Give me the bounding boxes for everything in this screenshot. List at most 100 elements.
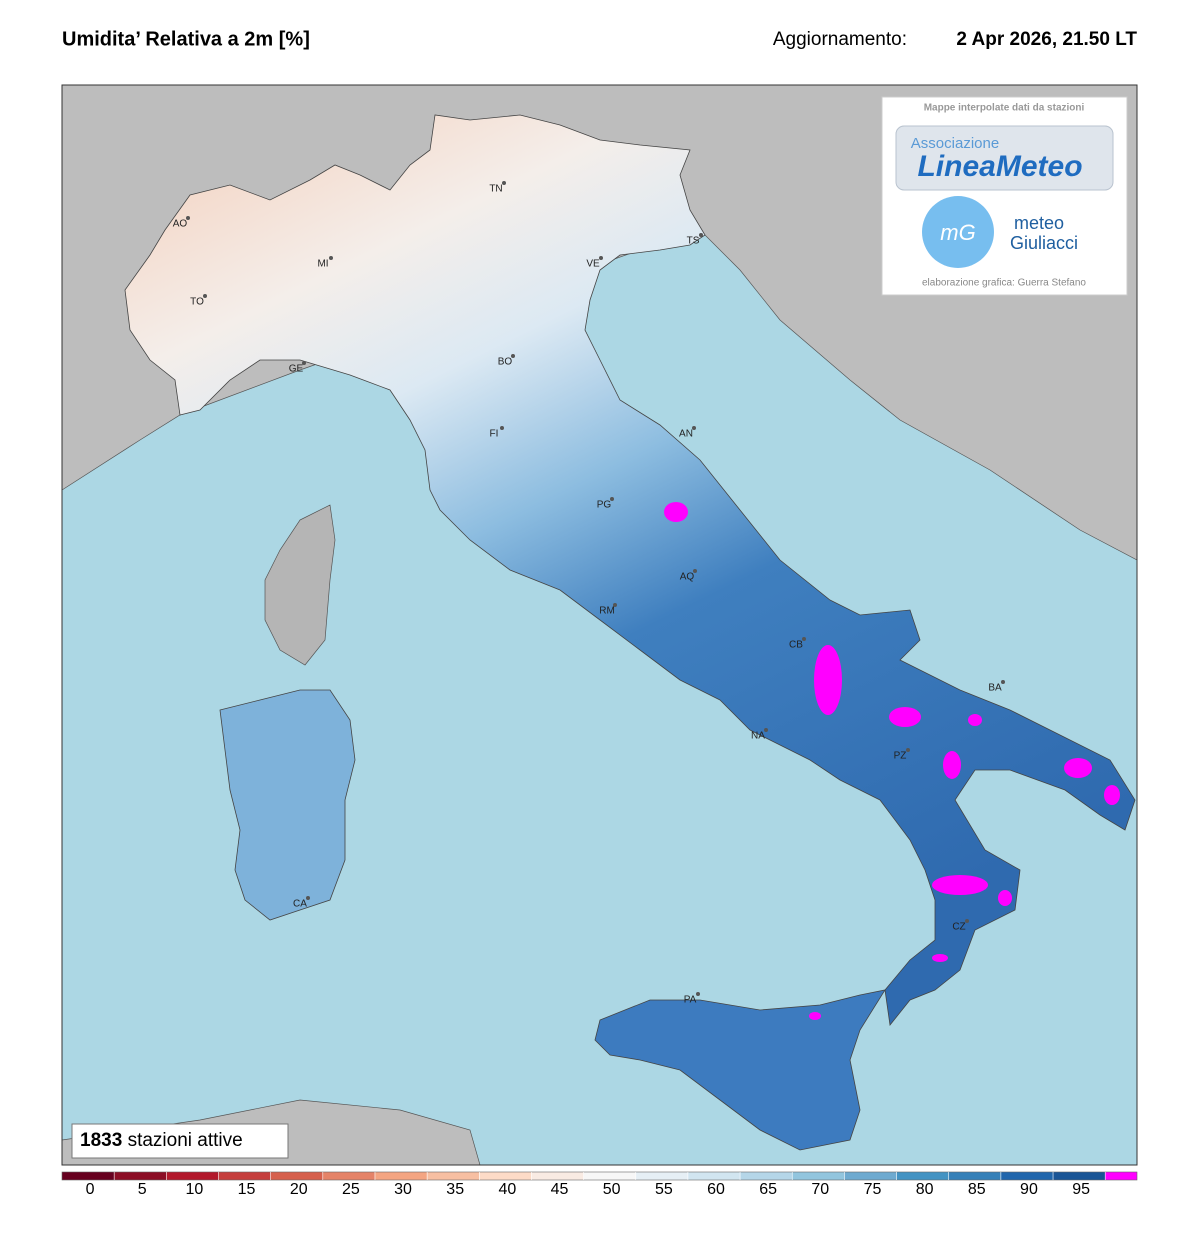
colorbar-tick-label: 80	[916, 1181, 934, 1198]
colorbar-segment	[166, 1172, 219, 1180]
stations-text: 1833 stazioni attive	[80, 1130, 243, 1151]
stations-box	[71, 1123, 289, 1159]
map: AO TO MI GE TN VE TS BO FI AN PG AQ RM CB BA NA PZ CZ PA CA…	[62, 85, 1137, 1165]
city-dot	[511, 354, 515, 358]
sicily	[594, 989, 886, 1151]
colorbar-tick-label: 55	[655, 1181, 673, 1198]
saturation-areas	[664, 502, 1120, 1020]
logo-brand: LineaMeteo	[917, 150, 1082, 183]
colorbar-segment	[270, 1172, 323, 1180]
colorbar-tick-label: 25	[342, 1181, 360, 1198]
logo-meteo: meteo	[1014, 213, 1064, 233]
city-dot	[906, 748, 910, 752]
city-label: CB	[789, 640, 803, 651]
logo-giuliacci: Giuliacci	[1010, 233, 1078, 253]
colorbar-segment	[114, 1172, 167, 1180]
colorbar-segment	[583, 1172, 636, 1180]
city-label: TN	[489, 184, 502, 195]
logo-panel: Mappe interpolate dati da stazioni Assoc…	[881, 96, 1128, 296]
colorbar-segment	[427, 1172, 480, 1180]
city-dot	[500, 426, 504, 430]
city-dot	[699, 233, 703, 237]
colorbar-segment	[948, 1172, 1001, 1180]
city-label: PA	[684, 995, 697, 1006]
city-dot	[692, 426, 696, 430]
colorbar-tick-label: 20	[290, 1181, 308, 1198]
city-dot	[186, 216, 190, 220]
colorbar-tick-label: 65	[759, 1181, 777, 1198]
colorbar-tick-label: 75	[864, 1181, 882, 1198]
colorbar-segment	[687, 1172, 741, 1180]
city-dot	[502, 181, 506, 185]
city-label: MI	[317, 259, 328, 270]
city-label: TO	[190, 297, 204, 308]
colorbar-segment	[531, 1172, 584, 1180]
city-dot	[302, 361, 306, 365]
stations-count: 1833	[80, 1130, 122, 1151]
city-label: BO	[498, 357, 513, 368]
city-dot	[610, 497, 614, 501]
colorbar-segment	[62, 1172, 115, 1180]
colorbar-segment	[635, 1172, 688, 1180]
colorbar-tick-label: 70	[811, 1181, 829, 1198]
colorbar-tick-label: 5	[138, 1181, 147, 1198]
colorbar-tick-label: 90	[1020, 1181, 1038, 1198]
city-label: AN	[679, 429, 693, 440]
corsica	[264, 504, 336, 666]
city-label: CA	[293, 899, 307, 910]
colorbar-segment	[844, 1172, 897, 1180]
city-dot	[802, 637, 806, 641]
colorbar-tick-label: 15	[238, 1181, 256, 1198]
colorbar-segment	[374, 1172, 428, 1180]
sardinia	[219, 689, 356, 921]
city-dot	[306, 896, 310, 900]
mg-icon	[922, 196, 994, 268]
update-label: Aggiornamento:	[773, 29, 907, 50]
map-frame	[61, 84, 1138, 1166]
colorbar: 0 5 10 15 20 25 30 35 40 45 50 55 60 65 70 75 80 85 90 95	[61, 1171, 1138, 1198]
city-dot	[599, 256, 603, 260]
logo-assoc: Associazione	[911, 135, 999, 152]
city-dot	[1001, 680, 1005, 684]
logo-caption: Mappe interpolate dati da stazioni	[924, 103, 1085, 114]
city-label: PG	[597, 500, 612, 511]
city-label: TS	[687, 236, 700, 247]
city-label: AO	[173, 219, 188, 230]
city-dot	[203, 294, 207, 298]
italy-mainland	[124, 114, 1136, 1026]
colorbar-segment	[1105, 1172, 1137, 1180]
colorbar-segment	[322, 1172, 375, 1180]
colorbar-tick-label: 30	[394, 1181, 412, 1198]
city-label: GE	[289, 364, 304, 375]
colorbar-segment	[1000, 1172, 1054, 1180]
city-label: VE	[586, 259, 600, 270]
logo-mg: mG	[940, 220, 975, 245]
city-dot	[764, 728, 768, 732]
colorbar-segment	[218, 1172, 271, 1180]
colorbar-tick-label: 45	[551, 1181, 569, 1198]
city-dot	[696, 992, 700, 996]
colorbar-tick-label: 40	[498, 1181, 516, 1198]
city-label: AQ	[680, 572, 695, 583]
colorbar-segment	[792, 1172, 845, 1180]
colorbar-tick-label: 0	[86, 1181, 95, 1198]
colorbar-segment	[740, 1172, 793, 1180]
city-label: PZ	[894, 751, 907, 762]
city-dot	[329, 256, 333, 260]
colorbar-segment	[896, 1172, 949, 1180]
colorbar-segment	[479, 1172, 532, 1180]
city-label: NA	[751, 731, 765, 742]
colorbar-frame	[61, 1171, 1138, 1181]
logo-credit: elaborazione grafica: Guerra Stefano	[922, 278, 1086, 289]
update-time: 2 Apr 2026, 21.50 LT	[956, 29, 1137, 50]
city-label: CZ	[952, 922, 965, 933]
title: Umidita’ Relativa a 2m [%]	[62, 28, 310, 50]
city-dot	[613, 603, 617, 607]
city-label: FI	[490, 429, 499, 440]
colorbar-segment	[1053, 1172, 1106, 1180]
colorbar-tick-label: 60	[707, 1181, 725, 1198]
city-labels: AO TO MI GE TN VE TS BO FI AN PG AQ RM CB BA NA PZ CZ PA CA	[173, 181, 1005, 1006]
stations-label: stazioni attive	[128, 1130, 243, 1151]
city-label: RM	[599, 606, 615, 617]
